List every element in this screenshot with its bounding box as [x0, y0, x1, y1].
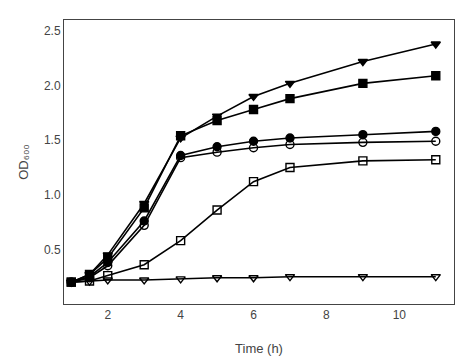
- svg-text:2.0: 2.0: [44, 79, 61, 93]
- svg-text:1.0: 1.0: [44, 188, 61, 202]
- svg-text:10: 10: [393, 308, 407, 322]
- svg-text:4: 4: [177, 308, 184, 322]
- svg-text:8: 8: [323, 308, 330, 322]
- svg-text:OD₆₀₀: OD₆₀₀: [16, 144, 31, 180]
- svg-text:2.5: 2.5: [44, 24, 61, 38]
- svg-text:6: 6: [250, 308, 257, 322]
- svg-text:0.5: 0.5: [44, 243, 61, 257]
- svg-text:1.5: 1.5: [44, 133, 61, 147]
- svg-text:2: 2: [104, 308, 111, 322]
- svg-text:Time (h): Time (h): [235, 341, 283, 356]
